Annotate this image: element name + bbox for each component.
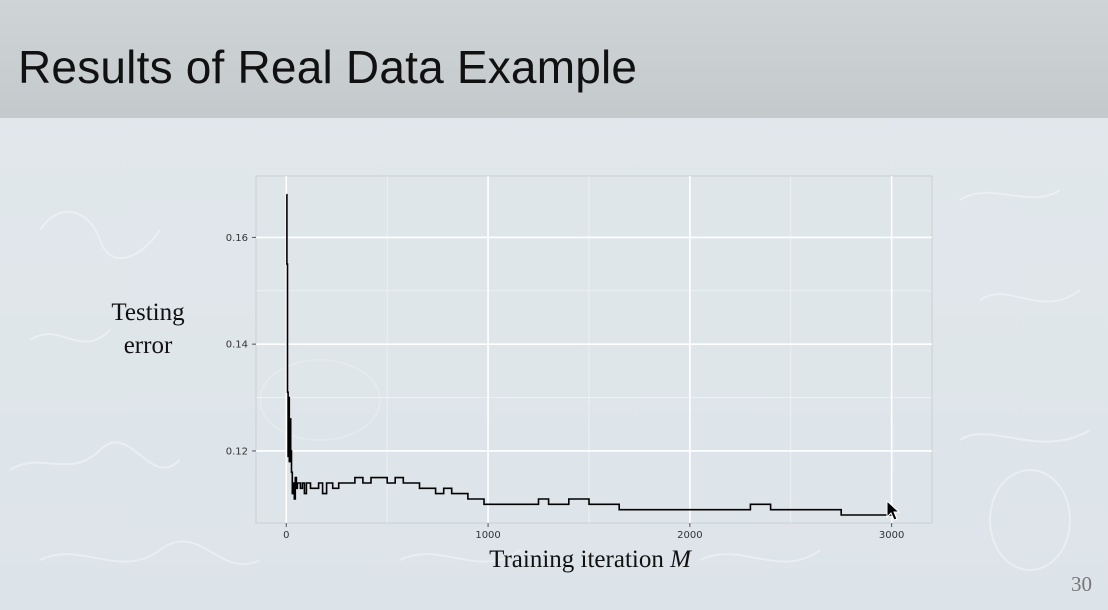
- y-axis-label-line2: error: [123, 332, 173, 359]
- page-number: 30: [1071, 572, 1092, 596]
- y-tick-label: 0.14: [226, 340, 248, 351]
- x-tick-label: 1000: [475, 530, 500, 541]
- series-line: [286, 193, 892, 516]
- y-tick-label: 0.16: [226, 233, 248, 244]
- plot-panel: [255, 175, 933, 524]
- x-tick-label: 3000: [879, 530, 904, 541]
- mouse-cursor-icon: [886, 500, 901, 521]
- x-tick-label: 2000: [677, 530, 702, 541]
- title-band: [0, 0, 1108, 118]
- y-axis-label-line1: Testing: [111, 299, 185, 326]
- y-tick-label: 0.12: [226, 446, 248, 457]
- x-tick-label: 0: [283, 530, 289, 541]
- x-axis-label-var: M: [670, 546, 691, 573]
- slide-title: Results of Real Data Example: [18, 41, 638, 93]
- x-axis-label-text: Training iteration: [489, 546, 671, 573]
- y-axis-label: Testing error: [96, 296, 200, 362]
- x-axis-label: Training iteration M: [440, 546, 740, 574]
